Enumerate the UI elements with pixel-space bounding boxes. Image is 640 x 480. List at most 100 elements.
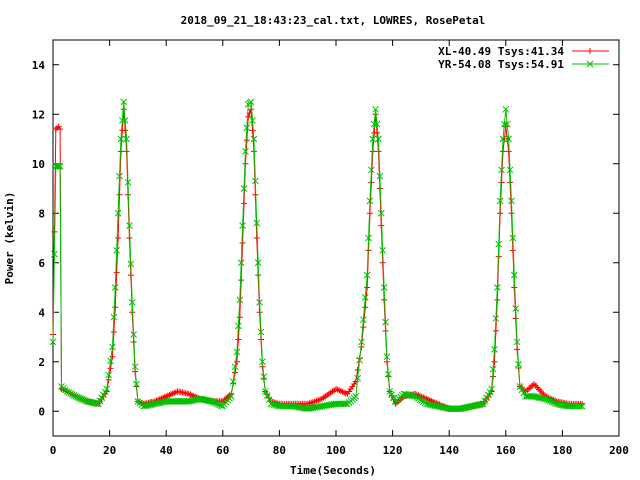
data-point-marker [128, 298, 136, 306]
data-point-marker [174, 397, 181, 405]
data-point-marker [249, 127, 256, 134]
data-point-marker [103, 385, 111, 393]
data-point-marker [170, 397, 178, 405]
data-point-marker [53, 162, 61, 170]
data-point-marker [388, 391, 396, 399]
data-point-marker [356, 356, 363, 364]
data-point-marker [68, 391, 76, 398]
data-point-marker [177, 397, 185, 405]
data-point-marker [368, 166, 375, 174]
x-axis: 0 20 40 60 80 100 120 140 160 180 200 [50, 40, 629, 457]
data-point-marker [256, 298, 263, 306]
y-tick-label: 2 [38, 356, 45, 369]
data-point-marker [265, 396, 273, 404]
data-point-marker [366, 197, 374, 205]
data-point-marker [115, 235, 122, 241]
data-point-marker [498, 166, 505, 174]
data-point-marker [386, 388, 394, 395]
data-point-marker [231, 363, 239, 371]
data-point-marker [116, 191, 123, 198]
x-tick-label: 160 [496, 444, 516, 457]
data-point-marker [120, 98, 128, 106]
data-point-marker [364, 284, 371, 291]
data-point-marker [445, 405, 453, 413]
data-point-marker [233, 358, 240, 365]
data-point-marker [235, 322, 242, 330]
data-point-marker [55, 162, 63, 170]
data-point-marker [251, 177, 259, 185]
data-point-marker [358, 338, 365, 346]
data-point-marker [489, 365, 497, 373]
data-point-marker [499, 135, 507, 143]
data-point-marker [107, 365, 114, 372]
data-point-marker [360, 316, 367, 324]
x-tick-label: 180 [552, 444, 572, 457]
data-point-marker [373, 120, 381, 128]
legend-marker-sample [587, 48, 593, 54]
data-point-marker [578, 402, 586, 410]
data-point-marker [513, 338, 521, 346]
legend-label-xl: XL-40.49 Tsys:41.34 [438, 45, 564, 58]
data-point-marker [238, 277, 245, 284]
y-tick-label: 14 [32, 59, 46, 72]
data-point-marker [164, 397, 172, 405]
y-tick-label: 8 [38, 207, 45, 220]
plot-frame [52, 39, 620, 437]
data-point-marker [334, 400, 341, 408]
data-point-marker [112, 304, 119, 311]
x-tick-label: 200 [609, 444, 629, 457]
data-point-marker [337, 400, 345, 408]
y-axis-label: Power (kelvin) [3, 192, 16, 285]
data-point-marker [235, 336, 242, 343]
series-line [52, 100, 583, 410]
data-point-marker [123, 135, 130, 143]
data-point-marker [113, 247, 121, 254]
data-point-marker [352, 393, 360, 400]
data-point-marker [54, 124, 61, 131]
data-point-marker [118, 117, 126, 124]
data-point-marker [242, 148, 249, 155]
y-tick-label: 4 [38, 306, 45, 319]
data-point-marker [518, 386, 526, 394]
y-tick-label: 0 [38, 405, 45, 418]
x-tick-label: 0 [50, 444, 57, 457]
data-point-marker [370, 120, 378, 128]
data-point-marker [236, 296, 244, 304]
x-tick-label: 40 [160, 444, 173, 457]
legend-marker-sample [586, 60, 594, 68]
x-tick-label: 140 [439, 444, 459, 457]
data-point-marker [376, 172, 384, 180]
data-point-marker [342, 400, 350, 408]
data-point-marker [377, 209, 385, 217]
data-point-marker [243, 137, 250, 144]
data-point-marker [233, 348, 241, 356]
data-point-marker [117, 135, 125, 143]
data-point-marker [130, 331, 138, 338]
data-point-marker [175, 397, 183, 405]
data-point-marker [259, 358, 266, 366]
data-point-marker [237, 259, 245, 267]
data-point-marker [340, 400, 348, 408]
data-point-marker [167, 397, 175, 405]
data-point-marker [109, 343, 116, 351]
data-point-marker [260, 373, 268, 380]
data-point-marker [379, 247, 387, 254]
data-point-marker [495, 240, 503, 248]
data-point-marker [502, 105, 510, 113]
data-point-marker [509, 234, 517, 242]
data-point-marker [257, 328, 265, 336]
data-point-marker [385, 370, 392, 378]
data-point-marker [51, 250, 58, 258]
data-point-marker [124, 178, 132, 186]
data-point-marker [516, 383, 524, 390]
data-point-marker [362, 304, 369, 311]
data-point-marker [506, 166, 514, 174]
data-point-marker [107, 357, 114, 365]
data-point-marker [361, 294, 369, 301]
data-point-marker [179, 397, 186, 405]
data-point-marker [70, 392, 78, 399]
data-point-marker [263, 392, 271, 399]
data-point-marker [390, 394, 397, 402]
data-point-marker [254, 259, 262, 267]
